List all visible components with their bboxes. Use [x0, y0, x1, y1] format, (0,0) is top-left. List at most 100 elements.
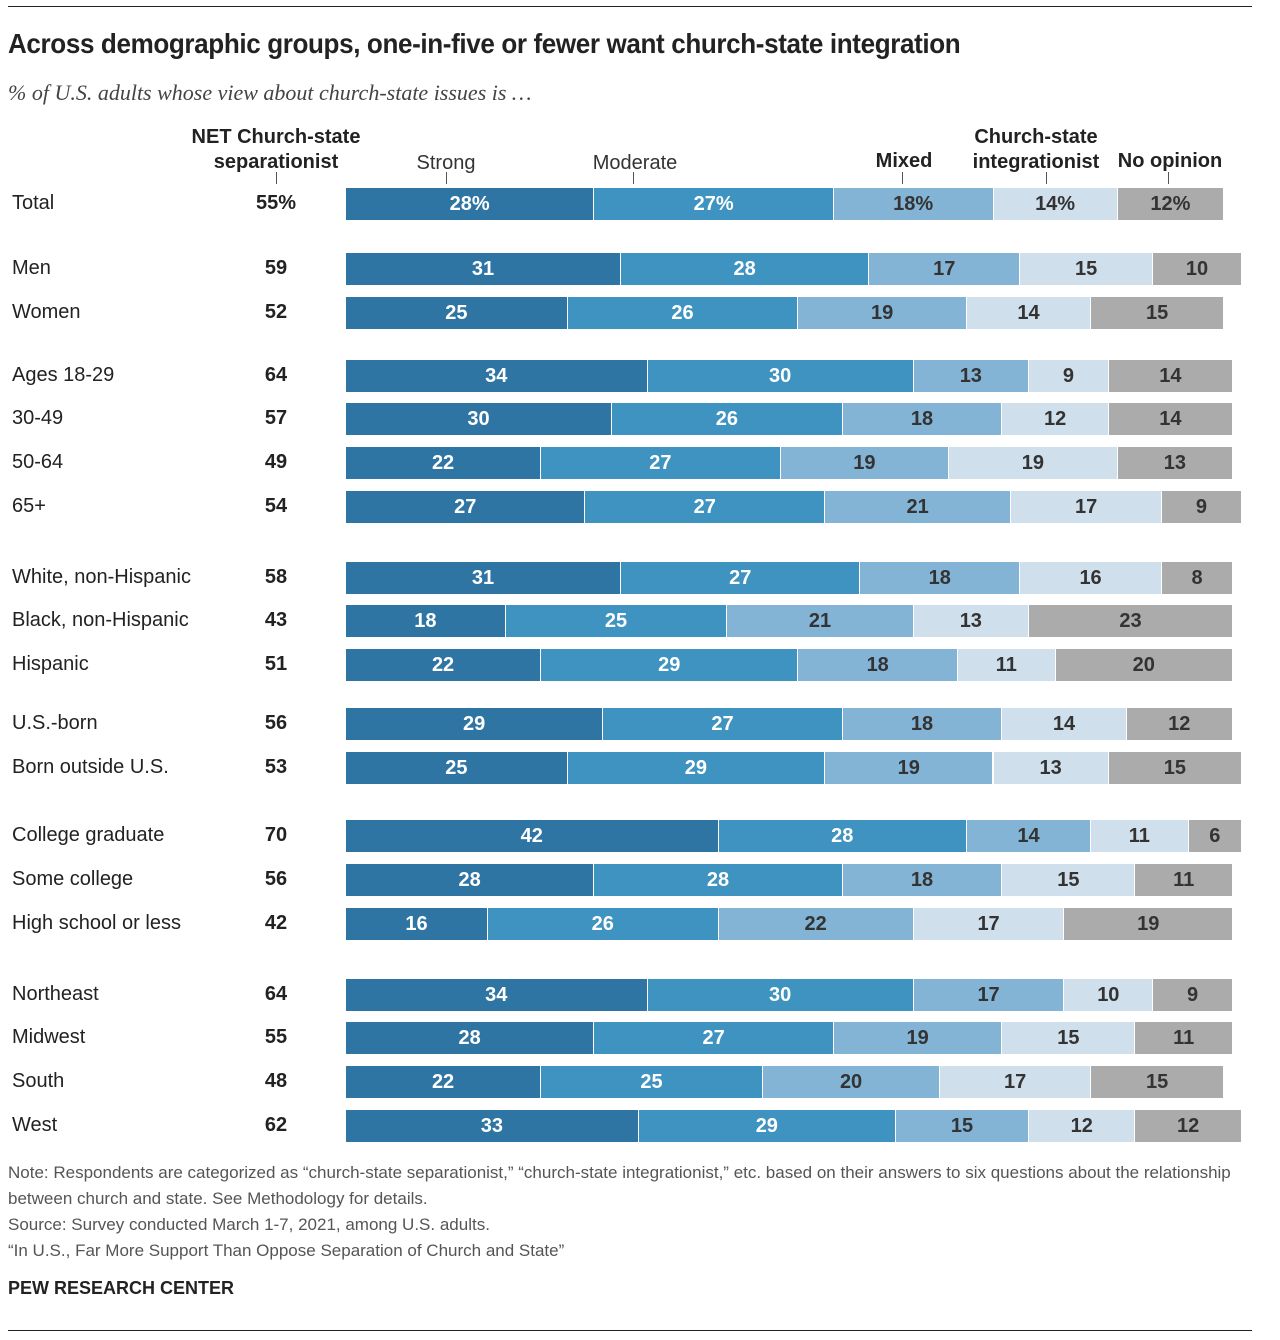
bar-mixed: 13 — [913, 360, 1029, 392]
net-value: 70 — [264, 824, 288, 846]
bar-integ: 15 — [1002, 1022, 1136, 1054]
bar-integ: 9 — [1028, 360, 1109, 392]
row-label: U.S.-born — [12, 712, 98, 734]
net-value: 51 — [264, 653, 288, 675]
bar-strong: 31 — [346, 253, 621, 285]
bar-mixed: 19 — [833, 1022, 1003, 1054]
header-tick — [1168, 172, 1169, 184]
bar-strong: 33 — [346, 1110, 639, 1142]
bar-integ: 11 — [958, 649, 1056, 681]
bar-integ: 17 — [913, 908, 1065, 940]
net-value: 52 — [264, 301, 288, 323]
row-label: Hispanic — [12, 653, 89, 675]
header-tick — [1046, 172, 1047, 184]
net-value: 55 — [264, 1026, 288, 1048]
bar-strong: 29 — [346, 708, 604, 740]
bar-strong: 22 — [346, 447, 542, 479]
bar-noop: 9 — [1153, 979, 1233, 1011]
bar-noop: 14 — [1108, 403, 1233, 435]
bar-strong: 28 — [346, 864, 595, 896]
header-tick — [633, 172, 634, 184]
bar-moderate: 26 — [487, 908, 719, 940]
bar-mixed: 18 — [842, 864, 1003, 896]
bar-strong: 34 — [346, 979, 648, 1011]
row-label: 50-64 — [12, 451, 64, 473]
bar-moderate: 30 — [647, 979, 914, 1011]
bar-integ: 16 — [1020, 562, 1163, 594]
bar-moderate: 29 — [541, 649, 799, 681]
header-tick — [446, 172, 447, 184]
net-value: 64 — [264, 364, 288, 386]
bar-mixed: 21 — [727, 605, 914, 637]
bar-integ: 17 — [940, 1066, 1092, 1098]
net-value: 57 — [264, 407, 288, 429]
net-value: 64 — [264, 983, 288, 1005]
bar-moderate: 27 — [594, 1022, 834, 1054]
bar-moderate: 26 — [612, 403, 843, 435]
bar-moderate: 30 — [647, 360, 914, 392]
bar-moderate: 28 — [718, 820, 967, 852]
bar-moderate: 27 — [585, 491, 825, 523]
header-net: NET Church-state separationist — [191, 126, 361, 173]
bar-moderate: 27 — [541, 447, 781, 479]
net-value: 59 — [264, 257, 288, 279]
net-value: 56 — [264, 868, 288, 890]
net-value: 56 — [264, 712, 288, 734]
bar-noop: 23 — [1028, 605, 1233, 637]
bar-strong: 27 — [346, 491, 586, 523]
row-label: White, non-Hispanic — [12, 566, 191, 588]
row-label: Women — [12, 301, 81, 323]
bar-mixed: 18 — [842, 708, 1003, 740]
header-strong: Strong — [416, 152, 476, 174]
row-label: Total — [12, 192, 55, 214]
bar-integ: 10 — [1064, 979, 1154, 1011]
bar-noop: 12 — [1126, 708, 1233, 740]
header-no-opinion: No opinion — [1117, 150, 1223, 172]
bar-integ: 17 — [1011, 491, 1163, 523]
bar-strong: 25 — [346, 297, 568, 329]
net-value: 49 — [264, 451, 288, 473]
bar-strong: 34 — [346, 360, 648, 392]
bar-mixed: 18 — [798, 649, 959, 681]
bar-moderate: 26 — [567, 297, 799, 329]
bottom-rule — [8, 1330, 1252, 1331]
bar-noop: 13 — [1117, 447, 1233, 479]
bar-strong: 42 — [346, 820, 719, 852]
row-label: College graduate — [12, 824, 165, 846]
bar-mixed: 18 — [842, 403, 1003, 435]
bar-mixed: 17 — [869, 253, 1021, 285]
row-label: Ages 18-29 — [12, 364, 115, 386]
bar-mixed: 17 — [913, 979, 1065, 1011]
note-text: Note: Respondents are categorized as “ch… — [8, 1163, 1231, 1208]
row-label: Men — [12, 257, 51, 279]
bar-integ: 15 — [1002, 864, 1136, 896]
bar-strong: 22 — [346, 1066, 542, 1098]
bar-noop: 15 — [1091, 297, 1225, 329]
net-value: 42 — [264, 912, 288, 934]
bar-noop: 8 — [1162, 562, 1233, 594]
bar-strong: 28 — [346, 1022, 595, 1054]
bar-noop: 11 — [1135, 1022, 1233, 1054]
bar-noop: 9 — [1162, 491, 1242, 523]
bar-strong: 28% — [346, 188, 595, 220]
bar-integ: 12 — [1002, 403, 1109, 435]
bar-strong: 25 — [346, 752, 568, 784]
bar-noop: 19 — [1064, 908, 1233, 940]
bar-integ: 14 — [966, 297, 1092, 329]
top-rule — [8, 6, 1252, 7]
header-integrationist: Church-state integrationist — [972, 126, 1100, 173]
net-value: 54 — [264, 495, 288, 517]
bar-noop: 6 — [1188, 820, 1242, 852]
bar-integ: 19 — [949, 447, 1118, 479]
bar-noop: 12% — [1117, 188, 1225, 220]
report-title: “In U.S., Far More Support Than Oppose S… — [8, 1241, 565, 1260]
bar-strong: 30 — [346, 403, 613, 435]
bar-moderate: 28 — [594, 864, 843, 896]
bar-integ: 14% — [993, 188, 1118, 220]
bar-noop: 10 — [1153, 253, 1242, 285]
bar-mixed: 20 — [762, 1066, 941, 1098]
bar-moderate: 29 — [638, 1110, 896, 1142]
row-label: South — [12, 1070, 65, 1092]
bar-mixed: 14 — [966, 820, 1092, 852]
bar-mixed: 19 — [824, 752, 994, 784]
